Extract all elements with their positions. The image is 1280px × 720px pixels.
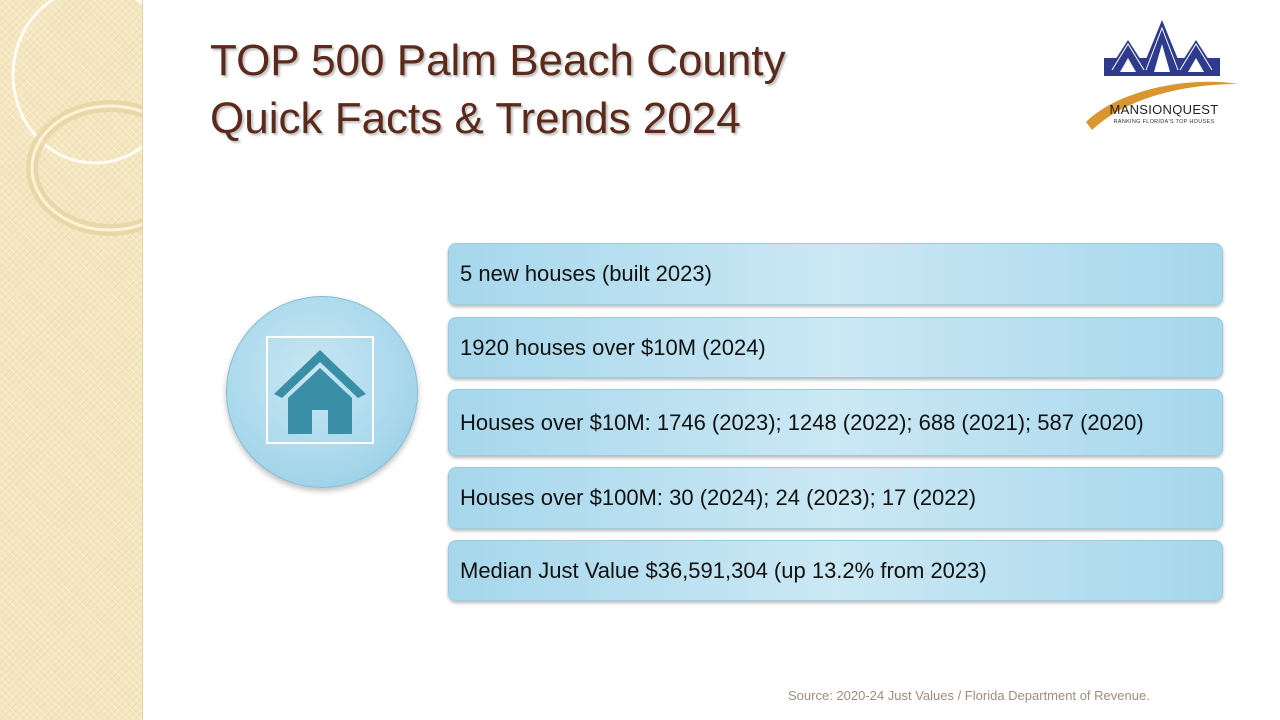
mansionquest-logo (1086, 20, 1238, 130)
title-line-2: Quick Facts & Trends 2024 (210, 94, 741, 143)
fact-item: Houses over $10M: 1746 (2023); 1248 (202… (448, 389, 1223, 456)
fact-item: Median Just Value $36,591,304 (up 13.2% … (448, 540, 1223, 601)
slide-title: TOP 500 Palm Beach County Quick Facts & … (210, 32, 970, 148)
decorative-side-strip (0, 0, 143, 720)
source-note: Source: 2020-24 Just Values / Florida De… (788, 688, 1150, 703)
fact-item: Houses over $100M: 30 (2024); 24 (2023);… (448, 467, 1223, 529)
house-icon-badge (226, 296, 418, 488)
fact-item: 5 new houses (built 2023) (448, 243, 1223, 305)
icon-frame (266, 336, 374, 444)
title-line-1: TOP 500 Palm Beach County (210, 36, 786, 85)
house-icon (274, 350, 366, 434)
fact-item: 1920 houses over $10M (2024) (448, 317, 1223, 378)
decorative-rings (11, 0, 142, 236)
logo-tagline: RANKING FLORIDA'S TOP HOUSES (1113, 119, 1215, 125)
logo-wordmark: MANSIONQUEST (1109, 102, 1219, 117)
